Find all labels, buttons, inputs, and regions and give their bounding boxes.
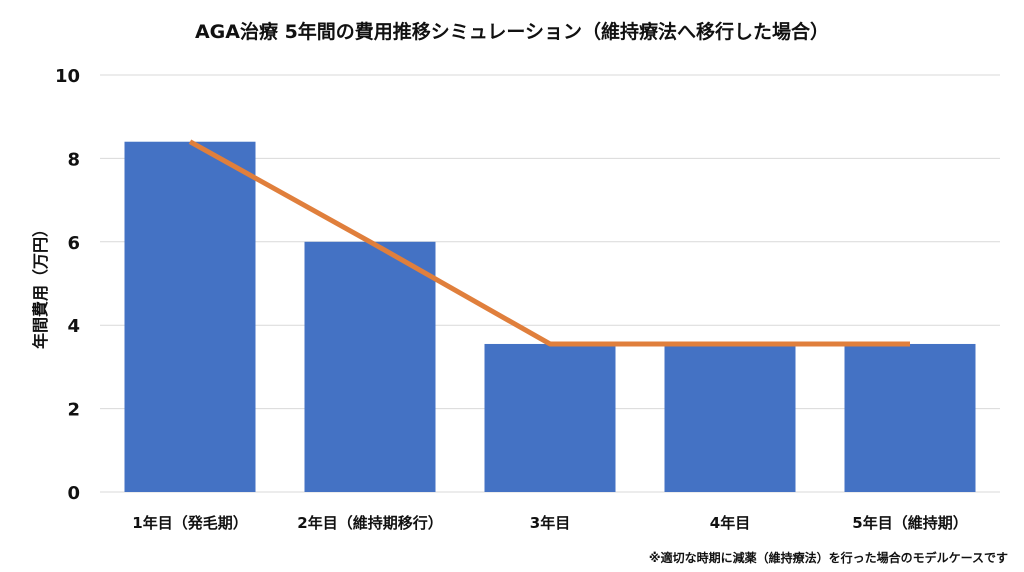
bar: [304, 241, 436, 492]
y-axis-label: 年間費用（万円）: [31, 221, 50, 349]
line-series: [188, 139, 910, 347]
x-tick-label: 4年目: [710, 514, 750, 532]
bar: [844, 343, 976, 492]
y-tick-label: 4: [67, 316, 80, 337]
x-tick-label: 5年目（維持期）: [852, 514, 967, 532]
y-tick-label: 10: [55, 66, 80, 87]
x-tick-label: 1年目（発毛期）: [132, 514, 247, 532]
x-tick-label: 2年目（維持期移行）: [297, 514, 442, 532]
chart-title: AGA治療 5年間の費用推移シミュレーション（維持療法へ移行した場合）: [195, 20, 829, 43]
bar: [124, 141, 256, 492]
y-tick-label: 6: [67, 233, 80, 254]
footnote: ※適切な時期に減薬（維持療法）を行った場合のモデルケースです: [649, 550, 1008, 565]
y-tick-label: 8: [67, 149, 80, 170]
y-tick-label: 2: [67, 400, 80, 421]
y-tick-label: 0: [67, 483, 80, 504]
x-tick-label: 3年目: [530, 514, 570, 532]
bar: [484, 343, 616, 492]
bar: [664, 343, 796, 492]
